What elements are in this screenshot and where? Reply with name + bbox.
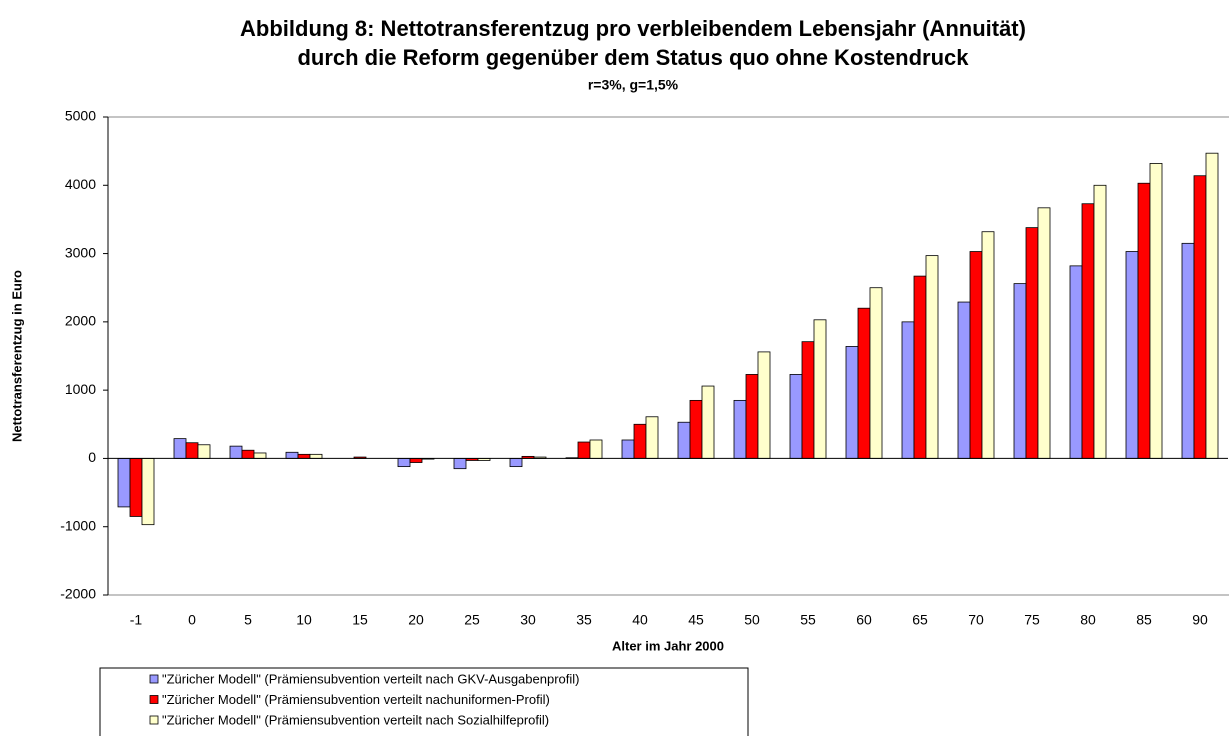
bar <box>185 442 199 459</box>
bar <box>241 449 255 459</box>
bar <box>253 452 267 459</box>
x-tick-label: 50 <box>744 612 760 628</box>
bar <box>285 451 299 459</box>
x-tick-label: 10 <box>296 612 312 628</box>
bar <box>1037 207 1051 459</box>
x-tick-label: 65 <box>912 612 928 628</box>
bar <box>1193 175 1207 459</box>
y-tick-label: -1000 <box>60 517 96 533</box>
x-tick-label: 40 <box>632 612 648 628</box>
x-tick-label: 20 <box>408 612 424 628</box>
bar <box>789 374 803 459</box>
x-tick-label: 80 <box>1080 612 1096 628</box>
bar <box>981 231 995 459</box>
bar <box>869 287 883 459</box>
x-tick-label: 70 <box>968 612 984 628</box>
chart-title: durch die Reform gegenüber dem Status qu… <box>297 45 969 70</box>
x-axis-title: Alter im Jahr 2000 <box>612 638 724 653</box>
bar <box>1069 265 1083 459</box>
bar <box>845 346 859 459</box>
legend-swatch <box>149 674 159 684</box>
bar <box>197 444 211 459</box>
bar <box>733 399 747 459</box>
bar <box>1205 152 1219 459</box>
y-tick-label: 2000 <box>65 313 96 329</box>
bar <box>1013 283 1027 459</box>
y-tick-label: 1000 <box>65 381 96 397</box>
x-tick-label: 85 <box>1136 612 1152 628</box>
y-tick-label: 5000 <box>65 108 96 124</box>
bar <box>1149 163 1163 459</box>
bar <box>621 439 635 459</box>
bar <box>229 445 243 459</box>
bar <box>925 255 939 459</box>
bar <box>645 416 659 459</box>
x-tick-label: 35 <box>576 612 592 628</box>
bar <box>1025 227 1039 459</box>
x-tick-label: -1 <box>130 612 143 628</box>
legend-label: "Züricher Modell" (Prämiensubvention ver… <box>162 692 550 707</box>
legend-swatch <box>149 695 159 704</box>
bar <box>453 458 467 470</box>
bar <box>969 251 983 459</box>
legend-label: "Züricher Modell" (Prämiensubvention ver… <box>162 671 579 686</box>
x-tick-label: 0 <box>188 612 196 628</box>
bar <box>577 441 591 459</box>
bar <box>409 458 423 463</box>
y-tick-label: 3000 <box>65 244 96 260</box>
bar <box>1181 242 1195 459</box>
chart-subtitle: r=3%, g=1,5% <box>588 77 679 93</box>
bar <box>173 438 187 459</box>
x-tick-label: 75 <box>1024 612 1040 628</box>
bar <box>901 321 915 459</box>
bar <box>1137 182 1151 459</box>
y-tick-label: 4000 <box>65 176 96 192</box>
x-tick-label: 25 <box>464 612 480 628</box>
bar <box>801 341 815 459</box>
bar <box>677 421 691 459</box>
bar <box>689 399 703 459</box>
y-tick-label: -2000 <box>60 586 96 602</box>
x-tick-label: 90 <box>1192 612 1208 628</box>
legend-box <box>99 667 749 736</box>
x-tick-label: 60 <box>856 612 872 628</box>
y-tick-label: 0 <box>88 449 96 465</box>
plot-frame <box>107 116 1229 596</box>
x-tick-label: 5 <box>244 612 252 628</box>
bar <box>129 458 143 517</box>
bar <box>633 423 647 459</box>
bar <box>1125 251 1139 459</box>
x-tick-label: 55 <box>800 612 816 628</box>
bar <box>309 453 323 459</box>
x-tick-label: 45 <box>688 612 704 628</box>
bar <box>117 458 131 508</box>
bar <box>589 439 603 459</box>
bar <box>857 307 871 459</box>
bar <box>913 275 927 459</box>
legend-swatch <box>149 715 159 725</box>
bar <box>509 458 523 468</box>
bar <box>141 458 155 526</box>
bar <box>813 319 827 459</box>
bar <box>701 385 715 459</box>
x-tick-label: 30 <box>520 612 536 628</box>
bar <box>1081 203 1095 459</box>
bar <box>957 301 971 459</box>
bar <box>757 351 771 459</box>
x-tick-label: 15 <box>352 612 368 628</box>
legend-label: "Züricher Modell" (Prämiensubvention ver… <box>162 712 549 727</box>
y-axis-title: Nettotransferentzug in Euro <box>9 270 24 442</box>
bar <box>397 458 411 468</box>
bar <box>745 374 759 459</box>
bar <box>1093 184 1107 459</box>
chart-title: Abbildung 8: Nettotransferentzug pro ver… <box>240 16 1026 41</box>
bar <box>297 453 311 459</box>
